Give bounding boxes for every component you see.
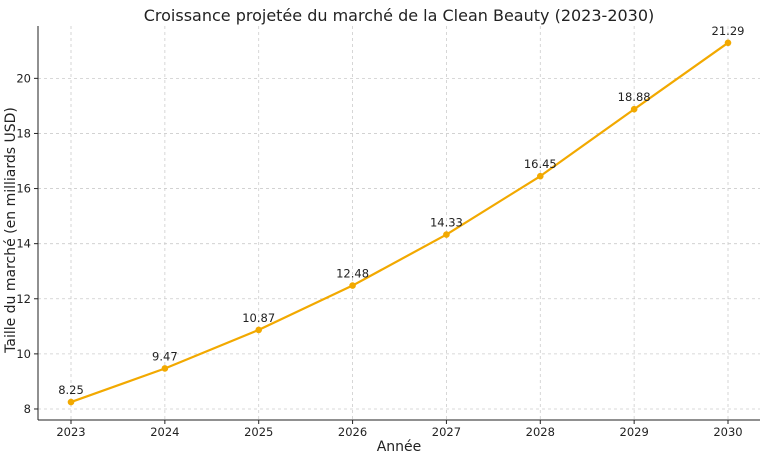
x-tick-label: 2030 bbox=[713, 425, 742, 439]
y-tick-label: 14 bbox=[16, 237, 31, 251]
data-point bbox=[536, 172, 544, 180]
data-point bbox=[443, 231, 450, 238]
data-point bbox=[161, 365, 169, 372]
chart-title: Croissance projetée du marché de la Clea… bbox=[144, 6, 655, 25]
data-label: 10.87 bbox=[242, 311, 275, 325]
data-label: 12.48 bbox=[336, 267, 369, 281]
data-point bbox=[67, 398, 75, 406]
grid bbox=[38, 26, 760, 420]
x-tick-label: 2025 bbox=[244, 425, 273, 439]
data-label: 9.47 bbox=[152, 349, 178, 363]
data-labels: 8.25 9.47 10.87 12.48 14.33 16.45 18.88 21.29 bbox=[58, 24, 744, 397]
data-point bbox=[724, 39, 732, 47]
data-label: 18.88 bbox=[618, 90, 651, 104]
x-axis-label: Année bbox=[377, 439, 422, 455]
x-tick-label: 2026 bbox=[338, 425, 367, 439]
data-point bbox=[630, 105, 638, 113]
data-point bbox=[349, 282, 356, 289]
data-label: 14.33 bbox=[430, 216, 463, 230]
x-tick-label: 2028 bbox=[526, 425, 555, 439]
series-line bbox=[70, 41, 729, 404]
y-tick-label: 10 bbox=[16, 347, 31, 361]
y-tick-label: 20 bbox=[16, 71, 31, 85]
y-axis-label: Taille du marché (en milliards USD) bbox=[3, 107, 19, 354]
y-tick-label: 18 bbox=[16, 126, 31, 140]
y-axis-ticks: 8 10 12 14 16 18 20 bbox=[16, 71, 38, 416]
series-group bbox=[67, 39, 732, 406]
x-tick-label: 2029 bbox=[620, 425, 649, 439]
x-tick-label: 2023 bbox=[56, 425, 85, 439]
y-tick-label: 8 bbox=[24, 402, 31, 416]
x-axis-ticks: 2023 2024 2025 2026 2027 2028 2029 2030 bbox=[56, 420, 743, 439]
data-label: 21.29 bbox=[712, 24, 745, 38]
x-tick-label: 2027 bbox=[432, 425, 461, 439]
axes bbox=[37, 26, 760, 421]
data-label: 16.45 bbox=[524, 157, 557, 171]
y-tick-label: 16 bbox=[16, 182, 31, 196]
y-tick-label: 12 bbox=[16, 292, 31, 306]
data-point bbox=[255, 326, 263, 334]
x-tick-label: 2024 bbox=[150, 425, 179, 439]
data-label: 8.25 bbox=[58, 383, 84, 397]
